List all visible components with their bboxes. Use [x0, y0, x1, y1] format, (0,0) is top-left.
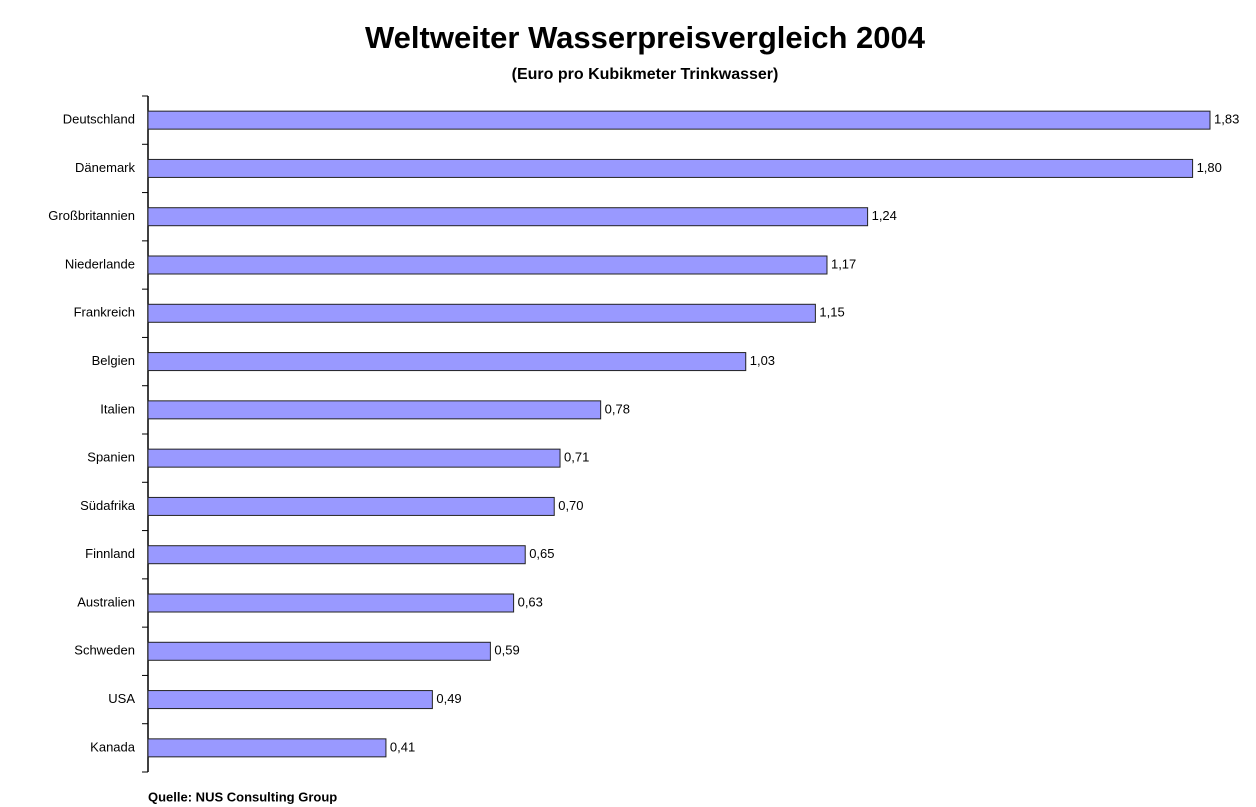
category-label: Belgien	[92, 353, 135, 368]
bar	[147, 448, 561, 468]
value-label: 1,15	[819, 305, 844, 320]
bar	[147, 496, 555, 516]
value-label: 0,65	[529, 546, 554, 561]
category-label: Dänemark	[75, 160, 135, 175]
source-note: Quelle: NUS Consulting Group	[148, 789, 337, 804]
value-label: 1,24	[872, 208, 897, 223]
bar	[147, 641, 491, 661]
bar	[147, 400, 602, 420]
category-label: Spanien	[87, 450, 135, 465]
value-label: 0,41	[390, 739, 415, 754]
value-label: 0,59	[494, 643, 519, 658]
bar	[147, 303, 816, 323]
value-label: 1,80	[1197, 160, 1222, 175]
category-label: Kanada	[90, 739, 136, 754]
value-label: 1,17	[831, 256, 856, 271]
bar	[147, 690, 433, 710]
category-label: Deutschland	[63, 112, 135, 127]
bar	[147, 738, 387, 758]
chart-title: Weltweiter Wasserpreisvergleich 2004	[365, 20, 926, 55]
category-label: USA	[108, 691, 135, 706]
bar	[147, 207, 869, 227]
bar	[147, 110, 1211, 130]
category-label: Italien	[100, 401, 135, 416]
category-label: Schweden	[74, 643, 135, 658]
value-label: 0,63	[518, 594, 543, 609]
value-label: 1,83	[1214, 112, 1239, 127]
category-label: Großbritannien	[48, 208, 135, 223]
bar	[147, 352, 747, 372]
value-label: 0,70	[558, 498, 583, 513]
value-label: 0,49	[436, 691, 461, 706]
bar	[147, 593, 515, 613]
category-label: Frankreich	[74, 305, 135, 320]
value-label: 1,03	[750, 353, 775, 368]
bar	[147, 545, 526, 565]
value-label: 0,78	[605, 401, 630, 416]
category-label: Südafrika	[80, 498, 136, 513]
category-label: Australien	[77, 594, 135, 609]
bar	[147, 255, 828, 275]
value-label: 0,71	[564, 450, 589, 465]
chart-subtitle: (Euro pro Kubikmeter Trinkwasser)	[512, 66, 779, 83]
category-label: Niederlande	[65, 256, 135, 271]
bar	[147, 158, 1194, 178]
category-label: Finnland	[85, 546, 135, 561]
